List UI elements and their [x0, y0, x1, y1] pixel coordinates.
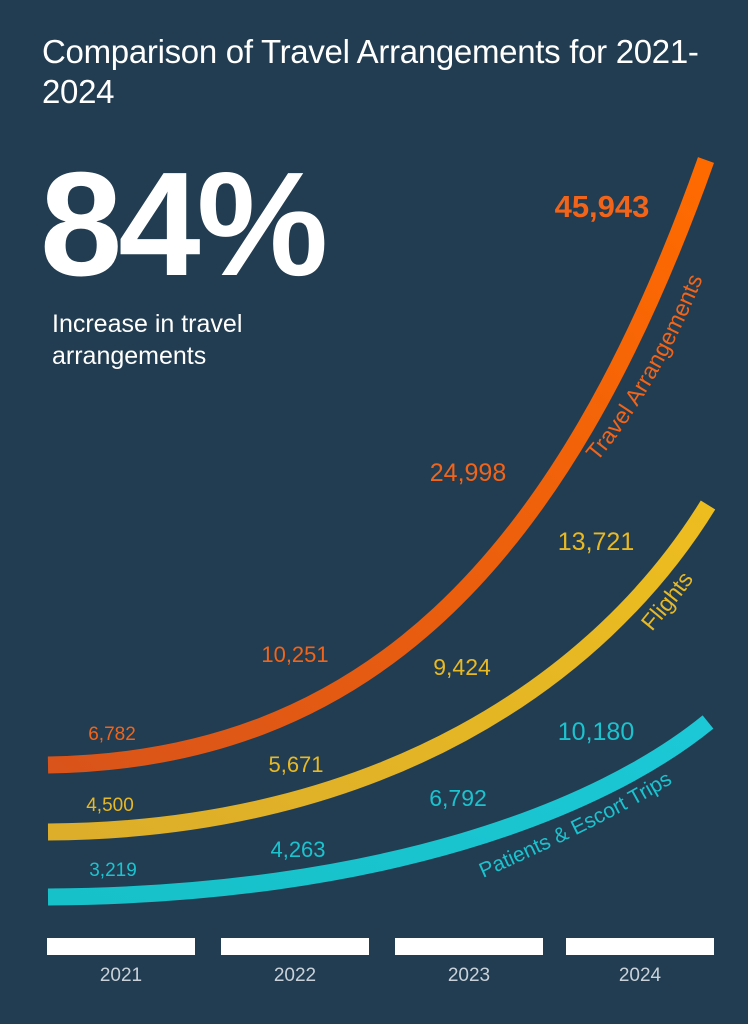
- year-label-2023: 2023: [447, 965, 491, 986]
- series-line-flights: [47, 500, 716, 841]
- data-label-flights-2022: 5,671: [268, 752, 323, 777]
- series-line-travel-arrangements: [47, 157, 715, 774]
- data-label-travel-arrangements-2024: 45,943: [555, 189, 650, 224]
- chart-title: Comparison of Travel Arrangements for 20…: [42, 33, 699, 110]
- year-label-2022: 2022: [273, 965, 317, 986]
- year-label-2024: 2024: [618, 965, 662, 986]
- data-label-travel-arrangements-2022: 10,251: [261, 642, 328, 667]
- data-label-travel-arrangements-2023: 24,998: [430, 459, 506, 487]
- data-label-flights-2023: 9,424: [433, 654, 491, 680]
- data-label-patients-escort-2024: 10,180: [558, 718, 634, 746]
- year-bar-2023: [395, 938, 543, 955]
- data-label-flights-2021: 4,500: [86, 795, 134, 816]
- year-label-2021: 2021: [99, 965, 143, 986]
- headline-stat-caption: Increase in travel arrangements: [52, 310, 243, 370]
- year-bar-2022: [221, 938, 369, 955]
- year-bar-2024: [566, 938, 714, 955]
- data-label-travel-arrangements-2021: 6,782: [88, 724, 136, 745]
- data-label-flights-2024: 13,721: [558, 528, 634, 556]
- data-label-patients-escort-2022: 4,263: [270, 837, 325, 862]
- data-label-patients-escort-2023: 6,792: [429, 785, 487, 811]
- headline-stat-value: 84%: [40, 142, 328, 307]
- year-bar-2021: [47, 938, 195, 955]
- series-line-patients-escort: [47, 715, 714, 906]
- data-label-patients-escort-2021: 3,219: [89, 860, 137, 881]
